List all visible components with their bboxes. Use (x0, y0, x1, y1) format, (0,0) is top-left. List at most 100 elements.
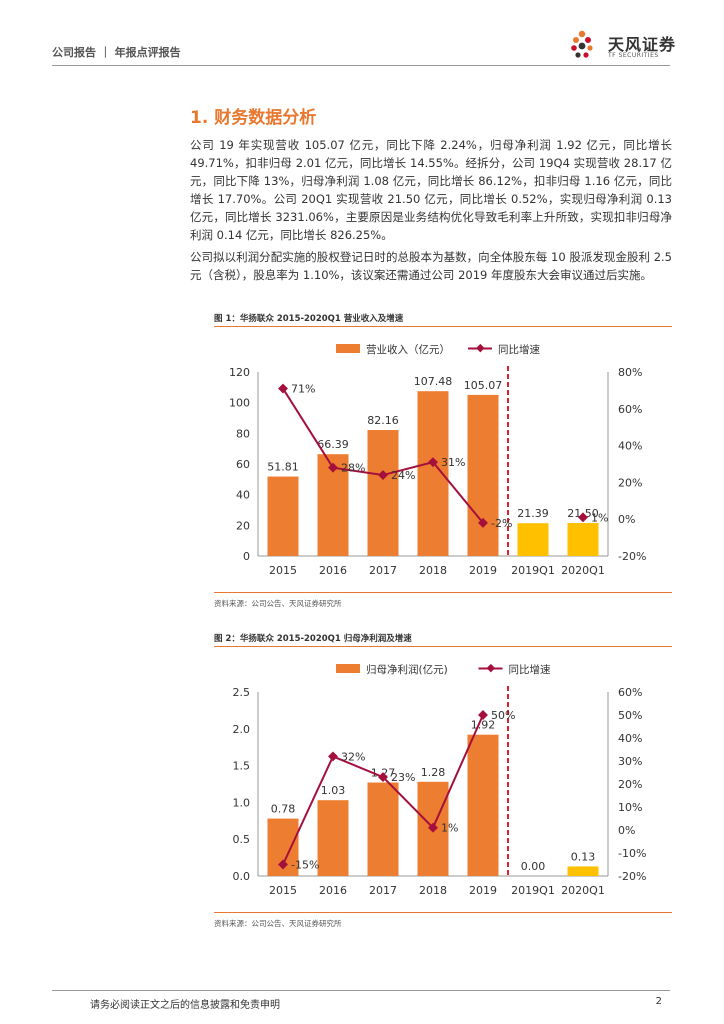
x-tick-label: 2016 (319, 884, 347, 897)
x-tick-label: 2016 (319, 564, 347, 577)
x-tick-label: 2019 (469, 564, 497, 577)
x-tick-label: 2017 (369, 884, 397, 897)
bar-value-label: 1.03 (321, 784, 346, 797)
y2-tick-label: 0% (618, 824, 635, 837)
y2-tick-label: -20% (618, 870, 646, 883)
y-tick-label: 0.0 (233, 870, 251, 883)
bar-value-label: 105.07 (464, 379, 503, 392)
section-title: 1. 财务数据分析 (190, 108, 317, 128)
x-tick-label: 2019 (469, 884, 497, 897)
x-tick-label: 2015 (269, 884, 297, 897)
growth-point (578, 512, 588, 523)
y2-tick-label: 50% (618, 709, 642, 722)
revenue-chart: 营业收入（亿元） 同比增速 0 20 40 60 80 100 120 -20% 0% 20% 40% 6… (229, 343, 646, 577)
y-tick-label: 20 (236, 519, 250, 532)
legend-bar-swatch (336, 344, 360, 353)
growth-point (478, 710, 488, 720)
growth-label: -15% (291, 859, 319, 872)
bar-value-label: 82.16 (367, 414, 399, 427)
growth-label: 71% (291, 383, 315, 396)
logo-name: 天风证券 (608, 35, 677, 54)
x-tick-label: 2018 (419, 564, 447, 577)
legend-bar-label: 营业收入（亿元） (366, 343, 450, 356)
bar-value-label: 1.28 (421, 766, 446, 779)
x-tick-label: 2017 (369, 564, 397, 577)
y-tick-label: 60 (236, 458, 250, 471)
y-tick-label: 80 (236, 427, 250, 440)
legend-line-marker (486, 663, 496, 673)
bar-value-label: 21.39 (517, 507, 549, 520)
bar-value-label: 66.39 (317, 438, 349, 451)
y-tick-label: 100 (229, 397, 250, 410)
legend-bar-label: 归母净利润(亿元) (366, 663, 448, 676)
growth-label: 28% (341, 462, 365, 475)
figure-1-bottom-rule (214, 592, 672, 593)
figure-1-top-rule (214, 326, 672, 327)
figure-2-top-rule (214, 646, 672, 647)
growth-label: 1% (441, 822, 458, 835)
footer-disclaimer: 请务必阅读正文之后的信息披露和免责申明 (90, 1000, 280, 1011)
growth-point (278, 383, 288, 394)
x-tick-label: 2020Q1 (561, 884, 605, 897)
y-tick-label: 40 (236, 489, 250, 502)
bar (567, 523, 599, 556)
y-tick-label: 120 (229, 366, 250, 379)
y2-tick-label: -10% (618, 847, 646, 860)
growth-label: 31% (441, 456, 465, 469)
figure-1-title: 图 1：华扬联众 2015-2020Q1 营业收入及增速 (214, 314, 404, 324)
y2-tick-label: 20% (618, 778, 642, 791)
bar-value-label: 0.13 (571, 850, 596, 863)
growth-label: 23% (391, 771, 415, 784)
legend-line-label: 同比增速 (509, 663, 551, 676)
bar (367, 782, 399, 876)
y2-tick-label: 10% (618, 801, 642, 814)
legend-line-label: 同比增速 (498, 343, 540, 356)
y-tick-label: 1.0 (233, 796, 251, 809)
page-number: 2 (655, 996, 662, 1007)
figure-2-bottom-rule (214, 912, 672, 913)
bar-value-label: 0.78 (271, 803, 296, 816)
bar (367, 430, 399, 556)
growth-point (278, 859, 288, 870)
bar-value-label: 0.00 (521, 860, 546, 873)
figure-2-title: 图 2：华扬联众 2015-2020Q1 归母净利润及增速 (214, 634, 412, 644)
paragraph-financials: 公司 19 年实现营收 105.07 亿元，同比下降 2.24%，归母净利润 1… (190, 138, 672, 242)
y2-tick-label: 40% (618, 440, 642, 453)
x-tick-label: 2019Q1 (511, 564, 555, 577)
figure-2-source: 资料来源：公司公告、天风证券研究所 (214, 919, 342, 928)
bar (267, 476, 299, 556)
net-profit-chart: 归母净利润(亿元) 同比增速 0.0 0.5 1.0 1.5 2.0 2.5 -20% -10% 0… (233, 663, 647, 897)
y-tick-label: 1.5 (233, 760, 251, 773)
growth-label: -2% (491, 517, 512, 530)
bar (517, 523, 549, 556)
growth-label: 50% (491, 709, 515, 722)
x-tick-label: 2018 (419, 884, 447, 897)
bar-value-label: 51.81 (267, 461, 299, 474)
logo-subtitle: TF SECURITIES (608, 52, 659, 59)
x-tick-label: 2015 (269, 564, 297, 577)
bar (417, 391, 449, 556)
header-divider (52, 65, 670, 66)
bar (567, 866, 599, 876)
legend-line-marker (476, 343, 485, 353)
y2-tick-label: 80% (618, 366, 642, 379)
x-tick-label: 2020Q1 (561, 564, 605, 577)
tf-securities-logo (571, 30, 593, 58)
legend-bar-swatch (336, 664, 360, 673)
growth-label: 32% (341, 750, 365, 763)
growth-label: 1% (591, 511, 608, 524)
growth-point (328, 751, 338, 762)
footer-divider (52, 990, 670, 991)
x-tick-label: 2019Q1 (511, 884, 555, 897)
figure-1-source: 资料来源：公司公告、天风证券研究所 (214, 599, 342, 608)
y-tick-label: 0.5 (233, 833, 251, 846)
y2-tick-label: 30% (618, 755, 642, 768)
bar-value-label: 107.48 (414, 375, 453, 388)
y-tick-label: 2.5 (233, 686, 251, 699)
y2-tick-label: 60% (618, 403, 642, 416)
bar (317, 800, 349, 876)
y2-tick-label: 0% (618, 513, 635, 526)
y2-tick-label: -20% (618, 550, 646, 563)
growth-point (478, 517, 488, 528)
growth-point (378, 470, 388, 480)
